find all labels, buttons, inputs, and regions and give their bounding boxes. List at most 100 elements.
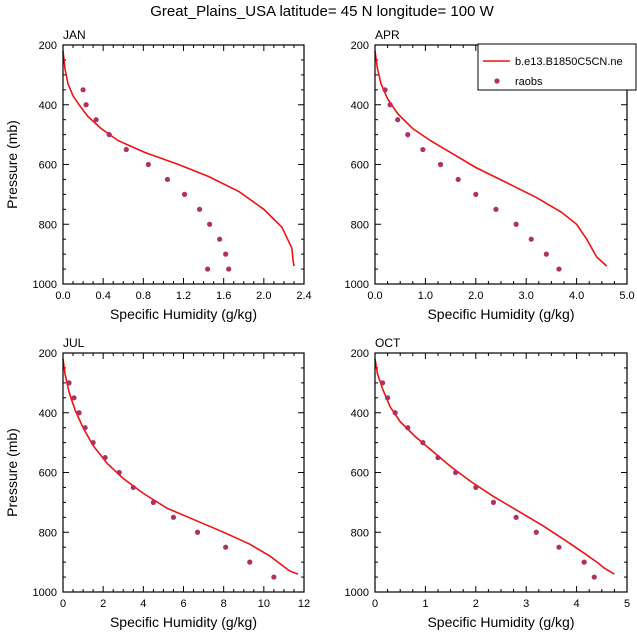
plot-frame	[62, 44, 305, 285]
raobs-point	[93, 117, 99, 123]
legend: b.e13.B1850C5CN.ne raobs	[477, 43, 637, 91]
raobs-point	[116, 469, 122, 476]
chart-panel-jul: 0 2 4 6 8 10 12 200 400 600 800 1000 JUL Specific Hum…	[4, 336, 310, 630]
y-tick-label: 1000	[345, 587, 369, 599]
y-tick-label: 1000	[33, 279, 57, 291]
chart-panel-oct: 0 1 2 3 4 5 200 400 600 800 1000 OCT Specific Humidi…	[345, 336, 631, 630]
raobs-point	[226, 266, 232, 272]
raobs-point	[453, 469, 459, 476]
x-tick-label: 0.0	[367, 290, 382, 302]
y-tick-label: 400	[351, 408, 369, 420]
x-axis-label: Specific Humidity (g/kg)	[427, 614, 574, 630]
x-tick-label: 0.8	[136, 290, 151, 302]
plot-frame	[62, 352, 305, 593]
panel-title: JUL	[63, 336, 85, 350]
raobs-point	[170, 514, 177, 520]
y-tick-label: 400	[351, 100, 369, 112]
y-tick-label: 600	[351, 468, 369, 480]
raobs-point	[543, 251, 549, 257]
y-tick-label: 200	[351, 348, 369, 360]
raobs-point	[181, 191, 188, 197]
x-tick-label: 5	[624, 598, 630, 610]
raobs-point	[473, 484, 479, 491]
raobs-point	[83, 102, 89, 108]
x-tick-label: 0.0	[55, 290, 70, 302]
raobs-point	[196, 206, 203, 212]
raobs-point	[420, 146, 426, 153]
raobs-point	[437, 161, 444, 168]
x-tick-label: 1.6	[216, 290, 231, 302]
raobs-point	[82, 425, 88, 431]
panel-title: APR	[375, 28, 400, 42]
x-tick-label: 0.4	[96, 290, 111, 302]
model-profile-line	[374, 358, 615, 575]
y-tick-label: 1000	[345, 279, 369, 291]
y-tick-label: 600	[351, 160, 369, 172]
raobs-point	[493, 206, 499, 212]
raobs-point	[102, 454, 108, 461]
raobs-point	[217, 236, 223, 242]
raobs-point	[271, 574, 277, 580]
legend-marker-label: raobs	[515, 76, 543, 88]
raobs-point	[490, 499, 497, 505]
raobs-point	[71, 395, 77, 401]
model-profile-line	[62, 50, 295, 267]
x-tick-label: 3.0	[519, 290, 534, 302]
panels-group: 0.0 0.4 0.8 1.2 1.6 2.0 2.42004006008001000JAN…	[4, 28, 637, 630]
raobs-point	[556, 266, 562, 272]
x-axis-label: Specific Humidity (g/kg)	[427, 306, 574, 322]
raobs-point	[223, 251, 229, 257]
x-axis-label: Specific Humidity (g/kg)	[110, 614, 257, 630]
raobs-point	[556, 544, 562, 550]
raobs-point	[145, 161, 151, 168]
raobs-point	[513, 514, 519, 520]
raobs-point	[76, 410, 82, 416]
raobs-point	[385, 395, 391, 401]
y-tick-label: 800	[39, 219, 57, 231]
raobs-point	[223, 544, 229, 550]
raobs-point	[581, 559, 587, 565]
x-axis-label: Specific Humidity (g/kg)	[110, 306, 257, 322]
raobs-point	[387, 102, 393, 108]
raobs-point	[513, 221, 519, 227]
y-axis-label: Pressure (mb)	[4, 428, 20, 517]
raobs-point	[80, 87, 86, 93]
x-tick-label: 1	[422, 598, 428, 610]
y-tick-label: 800	[351, 219, 369, 231]
x-tick-label: 0	[60, 598, 66, 610]
raobs-point	[90, 440, 96, 446]
x-tick-label: 2	[100, 598, 106, 610]
y-tick-label: 600	[39, 468, 57, 480]
x-tick-label: 4	[140, 598, 146, 610]
y-tick-label: 200	[351, 40, 369, 52]
raobs-point	[150, 499, 156, 505]
raobs-point	[455, 176, 461, 183]
x-tick-label: 2	[473, 598, 479, 610]
raobs-point	[405, 132, 411, 138]
x-tick-label: 3	[523, 598, 529, 610]
raobs-point	[405, 425, 411, 431]
x-tick-label: 8	[221, 598, 227, 610]
y-axis-label: Pressure (mb)	[4, 120, 20, 209]
y-tick-label: 400	[39, 408, 57, 420]
raobs-point	[395, 117, 401, 123]
raobs-point	[420, 440, 426, 446]
x-tick-label: 0	[372, 598, 378, 610]
x-tick-label: 6	[180, 598, 186, 610]
x-tick-label: 4	[574, 598, 580, 610]
raobs-point	[382, 87, 388, 93]
x-tick-label: 1.0	[418, 290, 433, 302]
y-tick-label: 400	[39, 100, 57, 112]
x-tick-label: 12	[298, 598, 310, 610]
x-tick-label: 2.0	[256, 290, 271, 302]
x-tick-label: 2.0	[468, 290, 483, 302]
x-tick-label: 2.4	[296, 290, 311, 302]
plot-frame	[374, 352, 628, 593]
raobs-point	[123, 146, 129, 153]
legend-line-label: b.e13.B1850C5CN.ne	[515, 56, 623, 68]
figure-title: Great_Plains_USA latitude= 45 N longitud…	[150, 3, 494, 20]
y-tick-label: 200	[39, 40, 57, 52]
raobs-point	[533, 529, 539, 535]
y-tick-label: 800	[39, 527, 57, 539]
y-tick-label: 200	[39, 348, 57, 360]
